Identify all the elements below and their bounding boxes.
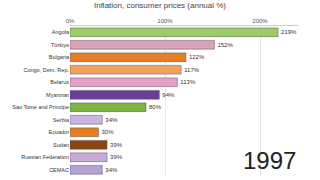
svg-text:219%: 219% bbox=[281, 29, 297, 35]
svg-text:Belarus: Belarus bbox=[50, 79, 69, 85]
svg-text:Sudan: Sudan bbox=[53, 142, 69, 148]
svg-text:80%: 80% bbox=[149, 104, 162, 110]
svg-text:34%: 34% bbox=[105, 167, 118, 173]
svg-text:Inflation, consumer prices (an: Inflation, consumer prices (annual %) bbox=[94, 1, 226, 10]
svg-text:Congo, Dem. Rep.: Congo, Dem. Rep. bbox=[23, 67, 69, 73]
svg-text:39%: 39% bbox=[110, 142, 123, 148]
svg-text:Bulgaria: Bulgaria bbox=[49, 54, 70, 60]
svg-text:200%: 200% bbox=[252, 18, 268, 24]
svg-text:117%: 117% bbox=[184, 67, 200, 73]
svg-text:0%: 0% bbox=[66, 18, 75, 24]
svg-text:Serbia: Serbia bbox=[53, 117, 70, 123]
svg-text:Sao Tome and Principe: Sao Tome and Principe bbox=[12, 104, 69, 110]
svg-text:CEMAC: CEMAC bbox=[49, 167, 69, 173]
svg-text:Russian Federation: Russian Federation bbox=[21, 154, 69, 160]
svg-text:113%: 113% bbox=[180, 79, 196, 85]
svg-text:152%: 152% bbox=[217, 42, 233, 48]
svg-text:Myanmar: Myanmar bbox=[46, 92, 69, 98]
svg-text:30%: 30% bbox=[102, 129, 115, 135]
svg-text:100%: 100% bbox=[157, 18, 173, 24]
svg-text:Angola: Angola bbox=[52, 29, 70, 35]
svg-text:34%: 34% bbox=[105, 117, 118, 123]
svg-text:1997: 1997 bbox=[243, 147, 296, 174]
svg-text:Türkiye: Türkiye bbox=[51, 42, 69, 48]
svg-text:39%: 39% bbox=[110, 154, 123, 160]
svg-text:Ecuador: Ecuador bbox=[49, 129, 70, 135]
svg-text:94%: 94% bbox=[162, 92, 175, 98]
svg-text:122%: 122% bbox=[189, 54, 205, 60]
